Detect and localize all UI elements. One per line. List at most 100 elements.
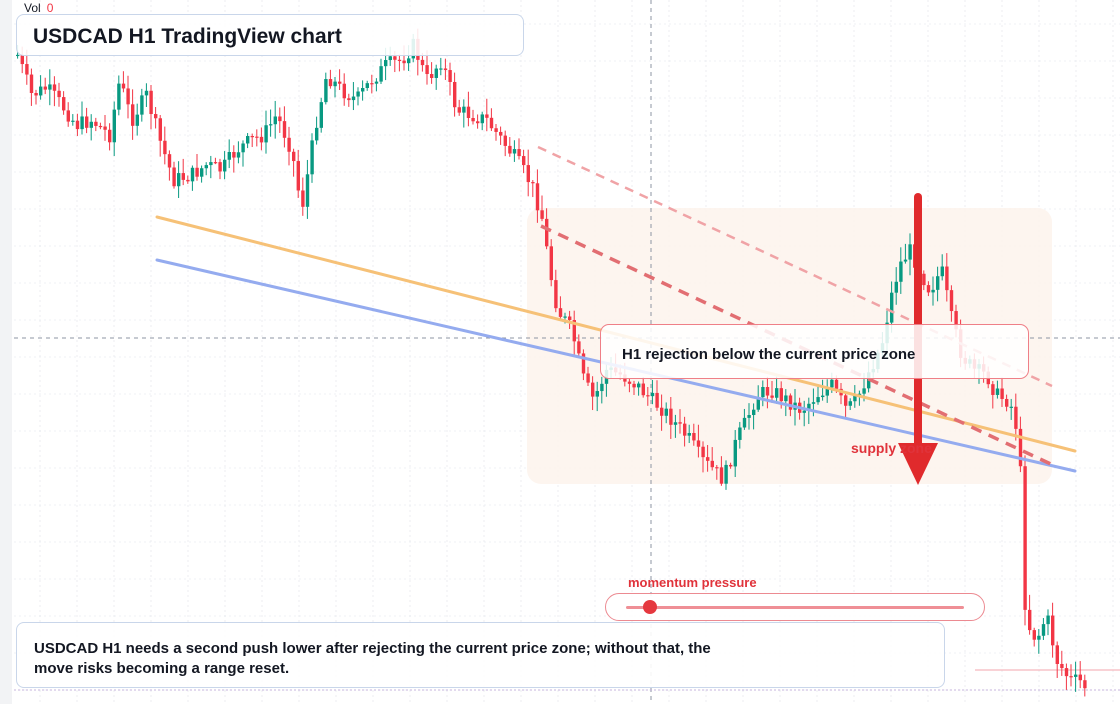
candle-body — [218, 162, 222, 172]
momentum-label: momentum pressure — [628, 575, 757, 590]
candle-body — [844, 395, 848, 406]
candle-body — [857, 393, 862, 396]
slider-track[interactable] — [626, 606, 964, 609]
candle-body — [733, 439, 737, 467]
candle-body — [765, 387, 770, 396]
candle-body — [94, 121, 98, 126]
candle-body — [1032, 630, 1036, 640]
momentum-slider[interactable] — [605, 593, 985, 621]
candle-body — [269, 124, 273, 126]
candle-body — [494, 128, 498, 132]
candle-body — [549, 246, 553, 281]
candle-body — [770, 395, 774, 398]
candle-body — [775, 388, 779, 398]
candle-body — [108, 129, 112, 143]
candle-body — [439, 68, 443, 70]
candle-body — [448, 70, 452, 82]
candle-body — [103, 126, 107, 130]
note-text: USDCAD H1 needs a second push lower afte… — [34, 640, 711, 677]
candle-body — [517, 149, 521, 157]
candle-body — [71, 120, 75, 122]
candle-body — [1046, 615, 1050, 625]
candle-body — [687, 433, 691, 436]
candle-body — [52, 84, 57, 91]
candle-body — [908, 244, 912, 260]
candle-body — [305, 174, 310, 207]
candle-body — [1028, 609, 1032, 631]
candle-body — [131, 104, 135, 126]
candle-body — [453, 81, 457, 108]
candle-body — [1023, 466, 1027, 610]
down-arrow-icon — [898, 193, 938, 485]
candle-body — [811, 402, 816, 404]
candle-body — [393, 56, 397, 60]
candle-body — [223, 159, 227, 172]
candle-body — [75, 120, 80, 130]
candle-body — [177, 173, 181, 187]
candle-body — [158, 118, 162, 141]
candle-body — [1078, 674, 1082, 681]
candle-body — [1083, 680, 1087, 689]
candle-body — [540, 210, 544, 219]
candle-body — [430, 74, 434, 78]
candle-body — [117, 83, 121, 110]
rejection-callout: H1 rejection below the current price zon… — [600, 324, 1029, 379]
candle-body — [899, 261, 903, 282]
candle-body — [227, 152, 231, 160]
candle-body — [1037, 635, 1041, 640]
candle-body — [568, 316, 572, 321]
candle-body — [650, 392, 655, 397]
candle-body — [834, 379, 839, 389]
candle-body — [246, 135, 250, 144]
candle-body — [807, 403, 811, 411]
candle-body — [204, 165, 208, 169]
candle-body — [319, 102, 323, 128]
candle-body — [945, 266, 949, 291]
candle-body — [273, 116, 277, 125]
candle-body — [669, 408, 673, 425]
candle-body — [407, 58, 411, 64]
candle-body — [301, 190, 305, 207]
candle-body — [20, 54, 24, 65]
candle-body — [342, 83, 346, 99]
candle-body — [903, 259, 908, 262]
candle-body — [48, 84, 52, 90]
candle-body — [678, 422, 682, 424]
candle-body — [181, 173, 185, 180]
candle-body — [742, 417, 747, 428]
candle-body — [660, 407, 664, 416]
candle-body — [1051, 615, 1055, 646]
candle-body — [1041, 624, 1046, 636]
page-title: USDCAD H1 TradingView chart — [33, 25, 342, 48]
candle-body — [954, 311, 958, 330]
candle-body — [347, 98, 351, 101]
candle-body — [16, 54, 20, 57]
candle-body — [802, 410, 806, 413]
slider-thumb-icon[interactable] — [642, 600, 657, 614]
callout-text: H1 rejection below the current price zon… — [622, 346, 916, 363]
candle-body — [1014, 406, 1018, 429]
candle-body — [462, 106, 466, 113]
candle-body — [825, 387, 829, 396]
candle-body — [172, 167, 176, 187]
candle-body — [365, 83, 369, 89]
candle-body — [264, 125, 268, 143]
candle-body — [457, 107, 461, 113]
candle-body — [315, 127, 319, 141]
candle-body — [894, 281, 898, 293]
candle-body — [522, 156, 526, 166]
candle-body — [1069, 676, 1073, 678]
candle-body — [420, 59, 425, 66]
candle-body — [926, 285, 931, 293]
candle-body — [991, 384, 995, 395]
candle-body — [154, 114, 158, 119]
candle-body — [779, 388, 783, 402]
candle-body — [480, 114, 484, 124]
candle-body — [149, 90, 153, 115]
candle-body — [586, 373, 590, 383]
candle-body — [388, 56, 392, 61]
title-panel: USDCAD H1 TradingView chart — [16, 14, 524, 56]
candle-body — [508, 145, 512, 154]
volume-label: Vol — [24, 1, 41, 15]
candle-body — [848, 401, 852, 406]
